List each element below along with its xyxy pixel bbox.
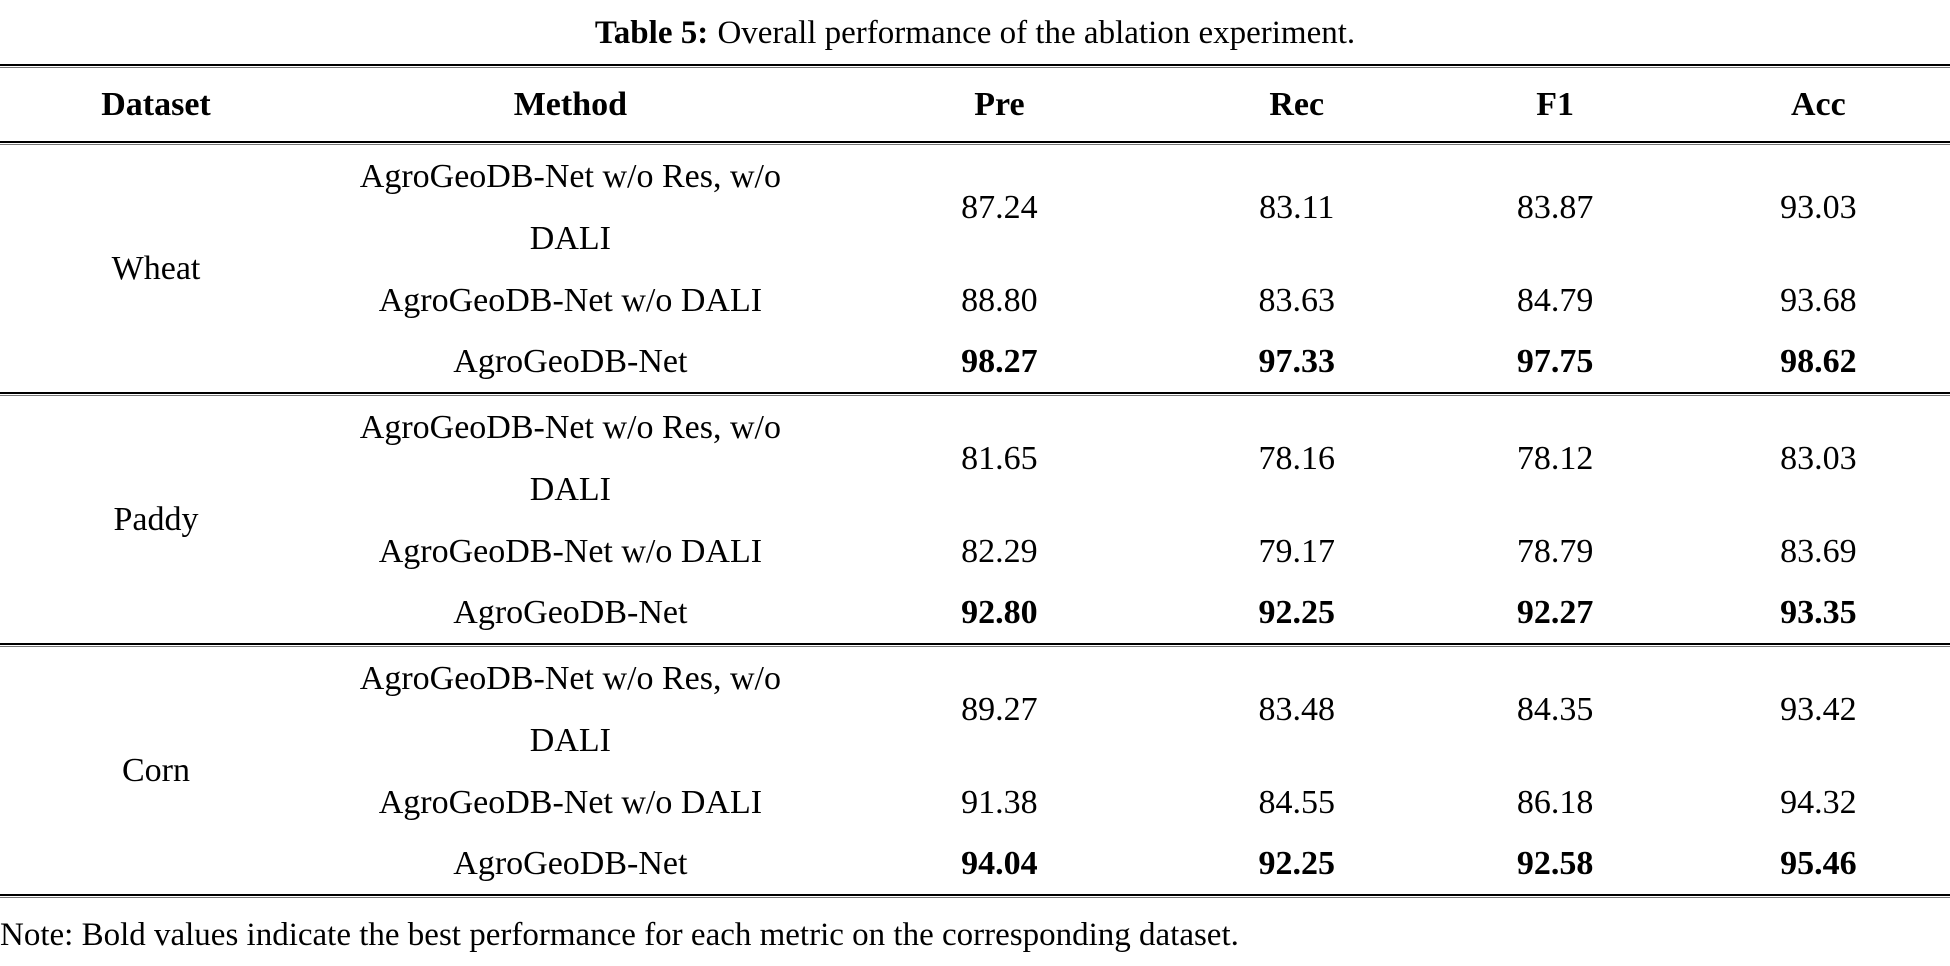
- table-caption-label: Table 5:: [594, 15, 709, 51]
- metric-value: 89.27: [961, 691, 1038, 728]
- metric-value-best: 94.04: [961, 844, 1038, 882]
- metric-value-best: 92.58: [1516, 844, 1594, 882]
- metric-value: 78.16: [1258, 440, 1336, 477]
- metric-value-best: 98.62: [1780, 342, 1857, 380]
- table-rule-top: [0, 64, 1950, 69]
- metric-value-best: 92.27: [1516, 593, 1594, 631]
- table-section-corn: Corn AgroGeoDB-Net w/o Res, w/o DALI 89.…: [0, 648, 1950, 894]
- metric-value-best: 97.75: [1516, 342, 1594, 380]
- metric-value-best: 95.46: [1780, 844, 1857, 882]
- metric-value: 79.17: [1258, 532, 1336, 570]
- metric-value: 78.12: [1516, 440, 1594, 477]
- metric-value: 81.65: [961, 440, 1038, 477]
- method-cell: AgroGeoDB-Net: [453, 343, 688, 380]
- table-header-row: Dataset Method Pre Rec F1 Acc: [0, 69, 1950, 141]
- method-cell: AgroGeoDB-Net w/o DALI: [378, 784, 763, 821]
- method-cell: AgroGeoDB-Net w/o Res, w/o DALI: [359, 660, 781, 759]
- metric-value: 83.03: [1780, 440, 1857, 477]
- col-header-method: Method: [513, 86, 628, 123]
- metric-value: 84.55: [1258, 783, 1336, 821]
- col-header-acc: Acc: [1791, 86, 1846, 123]
- metric-value: 82.29: [961, 532, 1038, 570]
- metric-value: 86.18: [1516, 783, 1594, 821]
- dataset-label: Paddy: [113, 501, 199, 538]
- metric-value: 88.80: [961, 281, 1038, 319]
- table-rule-section-2: [0, 643, 1950, 648]
- col-header-f1: F1: [1536, 86, 1575, 123]
- metric-value-best: 93.35: [1780, 593, 1857, 631]
- metric-value: 78.79: [1516, 532, 1594, 570]
- method-cell: AgroGeoDB-Net w/o Res, w/o DALI: [359, 158, 781, 257]
- metric-value: 83.69: [1780, 532, 1857, 570]
- metric-value: 83.48: [1258, 691, 1336, 728]
- method-cell: AgroGeoDB-Net: [453, 594, 688, 631]
- table-rule-section-1: [0, 392, 1950, 397]
- metric-value: 83.63: [1258, 281, 1336, 319]
- table-caption: Table 5: Overall performance of the abla…: [0, 0, 1950, 64]
- metric-value: 84.79: [1516, 281, 1594, 319]
- metric-value: 91.38: [961, 783, 1038, 821]
- method-cell: AgroGeoDB-Net: [453, 845, 688, 882]
- table-rule-below-header: [0, 141, 1950, 146]
- metric-value: 87.24: [961, 189, 1038, 226]
- metric-value: 93.68: [1780, 281, 1857, 319]
- metric-value-best: 92.80: [961, 593, 1038, 631]
- metric-value: 93.03: [1780, 189, 1857, 226]
- table-caption-text: Overall performance of the ablation expe…: [717, 15, 1356, 51]
- method-cell: AgroGeoDB-Net w/o Res, w/o DALI: [359, 409, 781, 508]
- table-section-wheat: Wheat AgroGeoDB-Net w/o Res, w/o DALI 87…: [0, 146, 1950, 392]
- table-section-paddy: Paddy AgroGeoDB-Net w/o Res, w/o DALI 81…: [0, 397, 1950, 643]
- metric-value: 94.32: [1780, 783, 1857, 821]
- metric-value-best: 92.25: [1258, 844, 1336, 882]
- method-cell: AgroGeoDB-Net w/o DALI: [378, 282, 763, 319]
- metric-value: 93.42: [1780, 691, 1857, 728]
- table-rule-bottom: [0, 894, 1950, 899]
- col-header-pre: Pre: [974, 86, 1025, 123]
- metric-value-best: 97.33: [1258, 342, 1336, 380]
- dataset-label: Wheat: [111, 250, 201, 287]
- table-note: Note: Bold values indicate the best perf…: [0, 917, 1239, 953]
- metric-value: 83.87: [1516, 189, 1594, 226]
- metric-value-best: 98.27: [961, 342, 1038, 380]
- col-header-dataset: Dataset: [101, 86, 211, 123]
- col-header-rec: Rec: [1269, 86, 1325, 123]
- method-cell: AgroGeoDB-Net w/o DALI: [378, 533, 763, 570]
- metric-value-best: 92.25: [1258, 593, 1336, 631]
- metric-value: 83.11: [1259, 189, 1335, 226]
- dataset-label: Corn: [122, 752, 190, 789]
- metric-value: 84.35: [1516, 691, 1594, 728]
